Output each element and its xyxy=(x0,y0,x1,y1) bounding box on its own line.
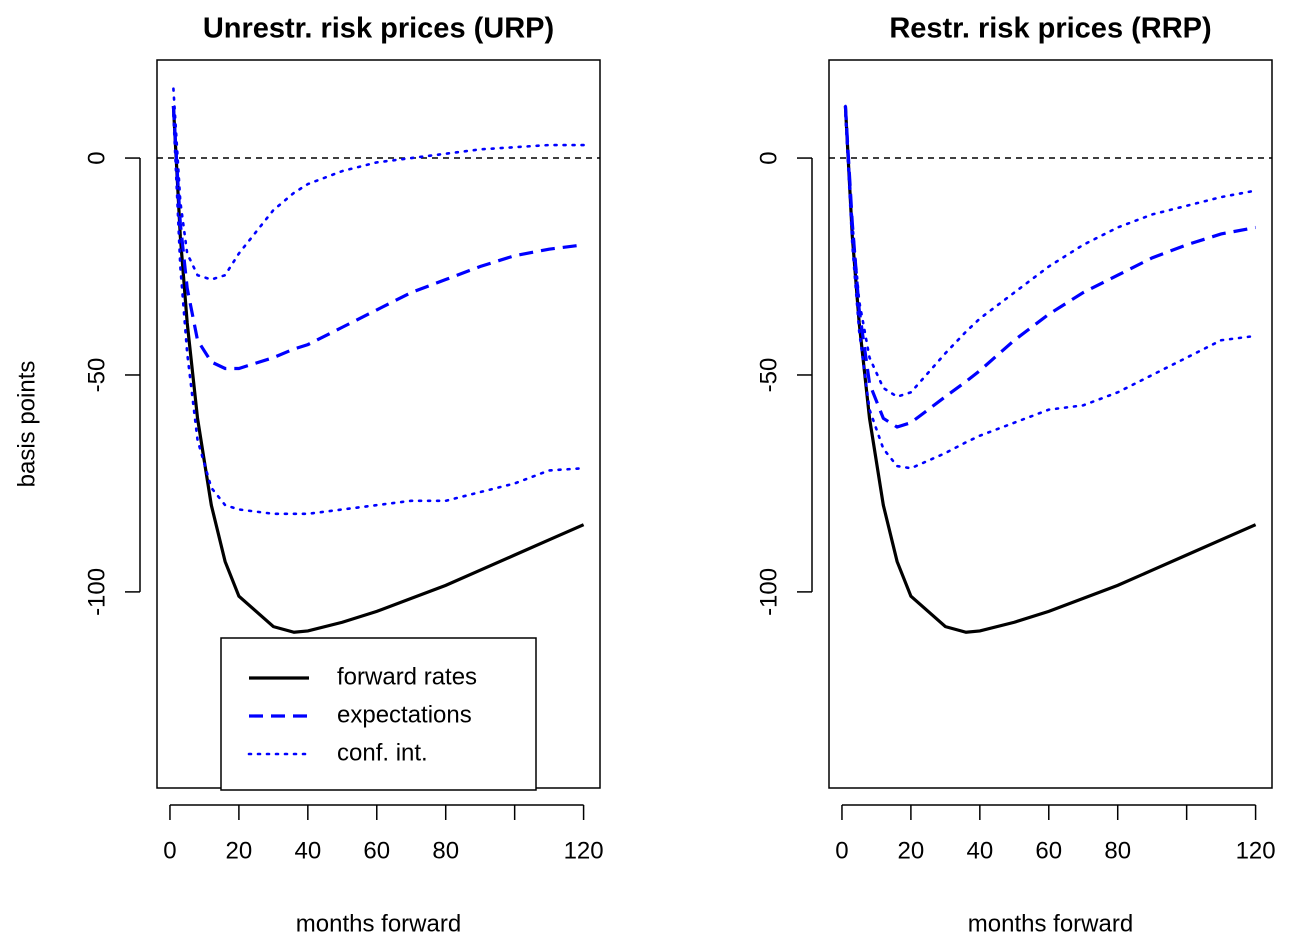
x-tick-label: 120 xyxy=(1236,837,1276,864)
y-tick-label: -100 xyxy=(83,568,110,616)
x-tick-label: 60 xyxy=(363,837,390,864)
data-line xyxy=(171,105,585,634)
panel: Unrestr. risk prices (URP) 0 20 40 60 80 120 mo… xyxy=(13,13,603,938)
data-line xyxy=(843,105,1256,429)
y-tick-label: -100 xyxy=(755,568,782,616)
x-tick-label: 20 xyxy=(226,837,253,864)
x-tick-label: 120 xyxy=(564,837,604,864)
x-tick-label: 80 xyxy=(1104,837,1131,864)
x-tick-label: 40 xyxy=(294,837,321,864)
legend-label: conf. int. xyxy=(337,739,428,766)
x-axis-label: months forward xyxy=(296,910,461,937)
data-line xyxy=(843,105,1257,634)
panel: Restr. risk prices (RRP) 0 20 40 60 80 120 mont… xyxy=(755,13,1275,938)
plot-box xyxy=(828,59,1273,789)
x-tick-label: 20 xyxy=(898,837,925,864)
chart-title: Restr. risk prices (RRP) xyxy=(889,13,1211,45)
legend-box xyxy=(220,637,537,791)
y-tick-label: -50 xyxy=(755,358,782,393)
x-tick-label: 80 xyxy=(432,837,459,864)
data-line xyxy=(844,104,1257,399)
chart-title: Unrestr. risk prices (URP) xyxy=(203,13,554,45)
data-line xyxy=(172,87,585,281)
x-axis-label: months forward xyxy=(968,910,1133,937)
legend-label: forward rates xyxy=(337,663,477,690)
x-tick-label: 40 xyxy=(966,837,993,864)
y-tick-label: 0 xyxy=(83,151,110,164)
data-line xyxy=(171,105,584,371)
y-axis-label: basis points xyxy=(13,361,40,488)
x-tick-label: 60 xyxy=(1035,837,1062,864)
x-tick-label: 0 xyxy=(835,837,848,864)
data-line xyxy=(844,113,1257,470)
legend-label: expectations xyxy=(337,701,472,728)
y-tick-label: -50 xyxy=(83,358,110,393)
y-tick-label: 0 xyxy=(755,151,782,164)
x-tick-label: 0 xyxy=(163,837,176,864)
data-line xyxy=(172,113,585,516)
